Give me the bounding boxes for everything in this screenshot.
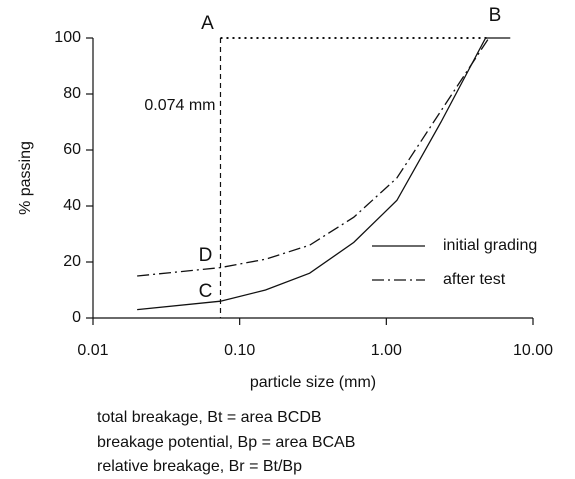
annotation: 0.074 mm (144, 97, 215, 114)
annotation: D (199, 245, 213, 266)
line-series (137, 37, 490, 277)
y-tick-label: 20 (63, 253, 81, 270)
annotation: C (199, 281, 213, 302)
y-tick-label: 60 (63, 141, 81, 158)
legend-label: after test (443, 271, 506, 288)
y-tick-label: 0 (72, 309, 81, 326)
note: breakage potential, Bp = area BCAB (97, 434, 355, 451)
y-tick-label: 100 (54, 29, 81, 46)
x-axis-label: particle size (mm) (250, 374, 376, 391)
y-tick-label: 80 (63, 85, 81, 102)
y-tick-label: 40 (63, 197, 81, 214)
y-axis-label: % passing (17, 141, 34, 215)
annotation: A (201, 13, 214, 34)
x-tick-label: 10.00 (513, 342, 553, 359)
note: total breakage, Bt = area BCDB (97, 409, 322, 426)
note: relative breakage, Br = Bt/Bp (97, 458, 302, 475)
line-series (137, 37, 511, 311)
x-tick-label: 0.01 (77, 342, 108, 359)
annotation: B (489, 5, 502, 26)
x-tick-label: 0.10 (224, 342, 255, 359)
legend-label: initial grading (443, 237, 537, 254)
x-tick-label: 1.00 (371, 342, 402, 359)
